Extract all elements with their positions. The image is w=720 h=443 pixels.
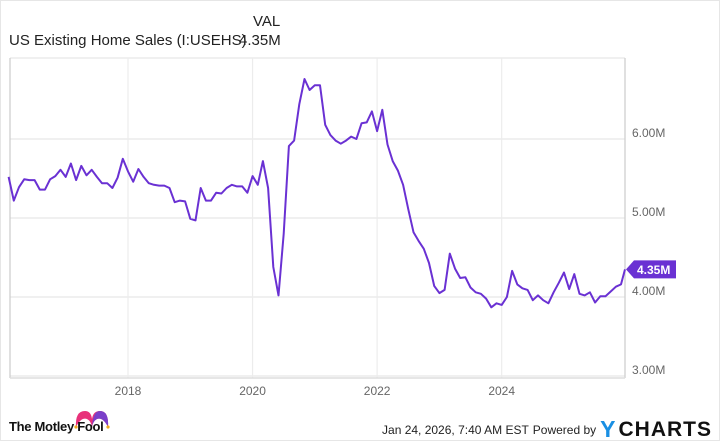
y-axis-ticks: 3.00M 4.00M 5.00M 6.00M [632, 126, 665, 377]
ycharts-wordmark: CHARTS [618, 417, 712, 441]
legend-series-name[interactable]: US Existing Home Sales (I:USEHS) [9, 32, 247, 49]
legend-column-header: VAL [253, 13, 281, 30]
legend-series-value: 4.35M [239, 32, 281, 49]
x-tick-label: 2024 [488, 384, 515, 398]
y-tick-label: 5.00M [632, 205, 665, 219]
y-tick-label: 4.00M [632, 284, 665, 298]
series-line[interactable] [7, 78, 626, 309]
y-tick-label: 6.00M [632, 126, 665, 140]
last-value-tag-text: 4.35M [637, 263, 670, 277]
powered-by-label: Powered by [532, 422, 597, 437]
last-value-tag-shape [626, 260, 676, 279]
x-axis-ticks: 2018 2020 2022 2024 [115, 384, 516, 398]
axes [9, 58, 626, 379]
x-tick-label: 2020 [239, 384, 266, 398]
last-value-tag: 4.35M [626, 260, 676, 279]
jester-hat-icon [74, 411, 110, 429]
timestamp: Jan 24, 2026, 7:40 AM EST [382, 422, 529, 437]
grid-lines [10, 57, 625, 378]
footer-attribution: Jan 24, 2026, 7:40 AM EST Powered by Y C… [382, 416, 712, 443]
y-tick-label: 3.00M [632, 363, 665, 377]
ycharts-logo[interactable]: Y CHARTS [600, 416, 712, 443]
x-tick-label: 2018 [115, 384, 142, 398]
x-tick-label: 2022 [364, 384, 391, 398]
motley-fool-wordmark: The Motley Fool [9, 419, 104, 434]
ycharts-y-icon: Y [600, 416, 617, 442]
